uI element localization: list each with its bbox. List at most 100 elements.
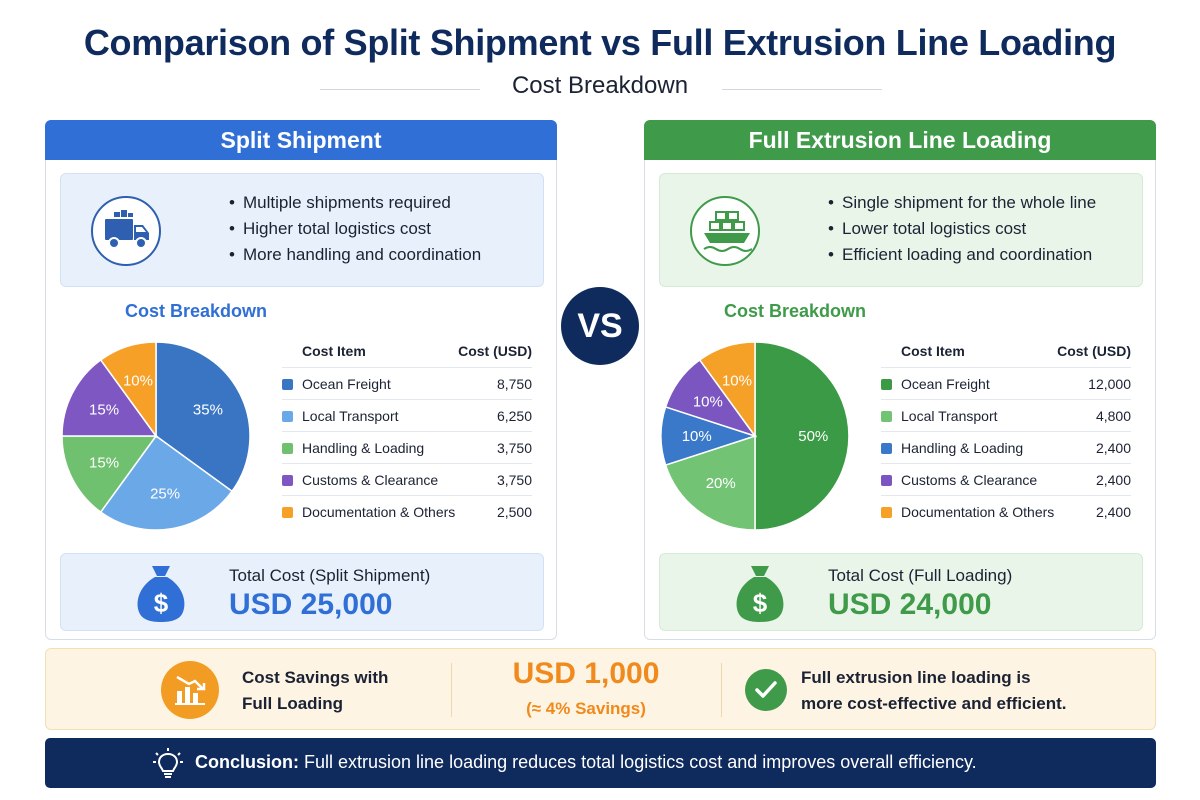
pie-slice-label: 25% [150, 486, 180, 503]
legend-swatch [282, 379, 293, 390]
pie-slice [664, 434, 756, 531]
cost-table-header: Cost Item Cost (USD) [282, 343, 532, 367]
pie-slice [99, 341, 157, 439]
pie-slice-label: 50% [798, 428, 828, 445]
legend-swatch [881, 507, 892, 518]
cost-table-row: Handling & Loading 3,750 [282, 431, 532, 463]
cost-item-value: 2,400 [1095, 504, 1131, 520]
cost-table-header: Cost Item Cost (USD) [881, 343, 1131, 367]
pie-slice [61, 358, 158, 437]
pie-slice [754, 341, 850, 531]
cost-item-value: 4,800 [1095, 408, 1131, 424]
cost-item-label: Local Transport [302, 408, 399, 424]
cost-item-value: 6,250 [496, 408, 532, 424]
legend-swatch [282, 507, 293, 518]
savings-note-line: more cost-effective and efficient. [801, 694, 1067, 713]
savings-divider [721, 663, 722, 717]
chart-down-icon [161, 661, 219, 719]
split-bullet: More handling and coordination [229, 242, 481, 268]
cost-usd-header: Cost (USD) [458, 343, 532, 359]
cost-item-value: 2,500 [496, 504, 532, 520]
savings-label-line: Full Loading [242, 694, 344, 713]
cost-table-row: Ocean Freight 12,000 [881, 367, 1131, 399]
savings-note-line: Full extrusion line loading is [801, 668, 1031, 687]
cost-item-value: 8,750 [496, 376, 532, 392]
savings-banner: Cost Savings with Full Loading USD 1,000… [45, 648, 1156, 730]
cargo-ship-icon [690, 196, 760, 266]
full-bullet: Lower total logistics cost [828, 216, 1096, 242]
page-title: Comparison of Split Shipment vs Full Ext… [83, 22, 1117, 63]
pie-slice-label: 10% [682, 428, 712, 445]
cost-item-label: Ocean Freight [302, 376, 391, 392]
cost-item-value: 2,400 [1095, 472, 1131, 488]
truck-icon [91, 196, 161, 266]
cost-item-label: Handling & Loading [901, 440, 1024, 456]
money-bag-icon: $ [736, 566, 784, 622]
cost-item-label: Ocean Freight [901, 376, 990, 392]
svg-text:$: $ [753, 588, 768, 618]
savings-amount: USD 1,000 [512, 657, 660, 690]
full-loading-panel: Full Extrusion Line Loading Single shipm… [644, 120, 1156, 640]
cost-table-row: Documentation & Others 2,400 [881, 495, 1131, 527]
cost-item-label: Documentation & Others [901, 504, 1055, 520]
pie-slice-label: 35% [193, 402, 223, 419]
pie-slice-label: 15% [89, 402, 119, 419]
cost-table-row: Ocean Freight 8,750 [282, 367, 532, 399]
subtitle-divider-left [320, 89, 480, 90]
cost-table-row: Local Transport 6,250 [282, 399, 532, 431]
cost-item-label: Handling & Loading [302, 440, 425, 456]
split-bullet-list: Multiple shipments required Higher total… [229, 190, 481, 268]
cost-item-value: 12,000 [1088, 376, 1131, 392]
savings-note: Full extrusion line loading is more cost… [801, 665, 1121, 717]
subtitle-row: Cost Breakdown [0, 72, 1200, 106]
pie-slice-label: 20% [706, 475, 736, 492]
lightbulb-icon [153, 748, 183, 778]
vs-badge: VS [561, 287, 639, 365]
legend-swatch [282, 411, 293, 422]
split-info-box: Multiple shipments required Higher total… [60, 173, 544, 287]
split-cost-table: Cost Item Cost (USD) Ocean Freight 8,750 L… [282, 343, 532, 527]
savings-percent: (≈ 4% Savings) [526, 699, 646, 718]
cost-item-label: Documentation & Others [302, 504, 456, 520]
full-bullet-list: Single shipment for the whole line Lower… [828, 190, 1096, 268]
cost-usd-header: Cost (USD) [1057, 343, 1131, 359]
split-bullet: Higher total logistics cost [229, 216, 481, 242]
legend-swatch [881, 379, 892, 390]
full-loading-header: Full Extrusion Line Loading [644, 120, 1156, 160]
cost-item-label: Local Transport [901, 408, 998, 424]
check-icon [745, 669, 787, 711]
split-total-label: Total Cost (Split Shipment) [229, 566, 431, 585]
conclusion-bar: Conclusion: Full extrusion line loading … [45, 738, 1156, 788]
cost-item-header: Cost Item [901, 343, 965, 359]
cost-table-row: Handling & Loading 2,400 [881, 431, 1131, 463]
cost-table-row: Customs & Clearance 2,400 [881, 463, 1131, 495]
conclusion-lead: Conclusion: [195, 752, 299, 772]
cost-table-row: Local Transport 4,800 [881, 399, 1131, 431]
split-bullet: Multiple shipments required [229, 190, 481, 216]
split-pie-chart: 35%25%15%15%10% [61, 341, 251, 531]
legend-swatch [881, 475, 892, 486]
full-info-box: Single shipment for the whole line Lower… [659, 173, 1143, 287]
split-cost-breakdown-title: Cost Breakdown [124, 301, 268, 321]
pie-slice [61, 435, 158, 514]
legend-swatch [881, 443, 892, 454]
full-bullet: Single shipment for the whole line [828, 190, 1096, 216]
pie-slice [155, 341, 251, 493]
split-shipment-panel: Split Shipment Multiple shipments requir… [45, 120, 557, 640]
pie-slice-label: 10% [722, 373, 752, 390]
savings-divider [451, 663, 452, 717]
split-shipment-header: Split Shipment [45, 120, 557, 160]
cost-table-row: Customs & Clearance 3,750 [282, 463, 532, 495]
savings-label-line: Cost Savings with [242, 668, 389, 687]
cost-table-row: Documentation & Others 2,500 [282, 495, 532, 527]
full-cost-breakdown-title: Cost Breakdown [723, 301, 867, 321]
split-total-box: $ Total Cost (Split Shipment) USD 25,000 [60, 553, 544, 631]
page-subtitle: Cost Breakdown [511, 72, 689, 99]
cost-item-label: Customs & Clearance [302, 472, 439, 488]
legend-swatch [282, 443, 293, 454]
full-pie-chart: 50% 20% 10% 10% 10% [660, 341, 850, 531]
pie-slice-label: 10% [123, 373, 153, 390]
cost-item-value: 3,750 [496, 440, 532, 456]
full-total-value: USD 24,000 [828, 588, 992, 621]
svg-text:$: $ [154, 588, 169, 618]
